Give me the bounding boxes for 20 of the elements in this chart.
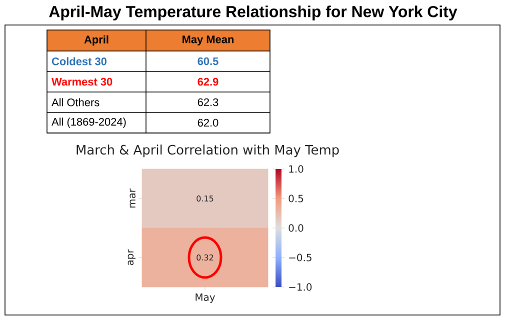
- text: April: [84, 35, 108, 46]
- y-tick-label: mar: [130, 188, 136, 208]
- text: April-May Temperature Relationship for New York City: [49, 6, 458, 20]
- text: 60.5: [198, 57, 218, 66]
- text: 62.0: [198, 118, 218, 127]
- text: 62.9: [198, 78, 218, 86]
- category-label: Warmest 30: [52, 78, 112, 86]
- y-tick-label: apr: [128, 249, 136, 266]
- color-bar-label: 0.0: [288, 224, 304, 232]
- category-label: All Others: [52, 98, 100, 106]
- color-bar-label: 1.0: [289, 165, 304, 173]
- category-label: All (1869-2024): [52, 118, 126, 128]
- color-bar-label: −0.5: [289, 254, 312, 262]
- chart-title: March & April Correlation with May Temp: [76, 144, 339, 158]
- color-bar-label: 0.5: [288, 194, 304, 202]
- color-bar-label: −1.0: [289, 283, 312, 291]
- text: 62.3: [198, 98, 218, 106]
- x-tick-label: May: [196, 294, 216, 303]
- category-label: Coldest 30: [52, 57, 106, 66]
- text: May Mean: [182, 36, 234, 46]
